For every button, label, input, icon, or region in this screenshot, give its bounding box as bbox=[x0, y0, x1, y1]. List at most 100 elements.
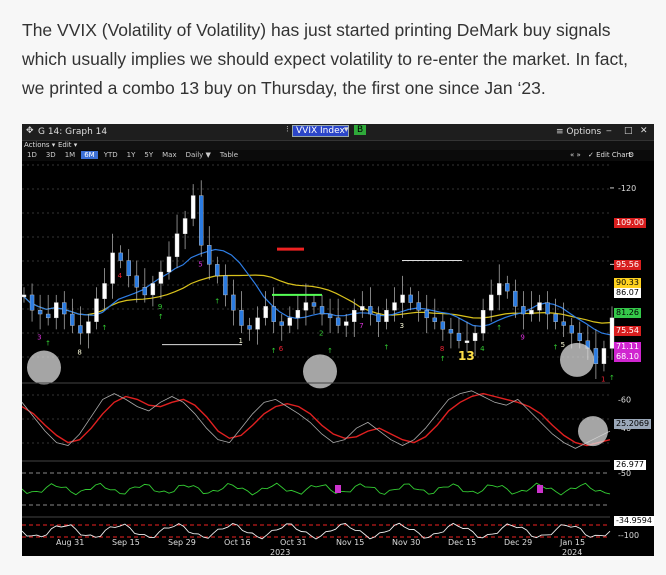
candle-body-59 bbox=[497, 283, 502, 296]
x-axis-label-4: Oct 31 bbox=[280, 538, 307, 547]
actions-menu[interactable]: Actions ▾ bbox=[24, 141, 56, 149]
candle-body-32 bbox=[279, 321, 284, 326]
candle-body-58 bbox=[488, 294, 494, 311]
ticker-field[interactable]: VVIX Index bbox=[292, 125, 349, 137]
price-badge-0: 109.00 bbox=[614, 218, 646, 228]
bloomberg-chart-window: ✥ G 14: Graph 14 ⁝ VVIX Index ▾ B ≡ Opti… bbox=[22, 124, 654, 556]
nav-arrows[interactable]: « » bbox=[570, 151, 581, 159]
candle-body-8 bbox=[86, 321, 91, 334]
combo13-annotation: 13 bbox=[458, 349, 475, 363]
range-button-6[interactable]: 5Y bbox=[144, 151, 154, 159]
candle-body-60 bbox=[505, 283, 510, 292]
candle-body-48 bbox=[408, 294, 413, 303]
candle-body-19 bbox=[174, 233, 180, 257]
candle-body-0 bbox=[22, 294, 27, 298]
candle-body-65 bbox=[545, 302, 550, 315]
range-button-1[interactable]: 3D bbox=[45, 151, 56, 159]
x-axis-label-5: Nov 15 bbox=[336, 538, 364, 547]
price-badge-4: 81.26 bbox=[614, 308, 641, 318]
demark-count-32: 6 bbox=[279, 345, 284, 353]
demark-arrow-38: ↑ bbox=[327, 347, 333, 355]
osc2-marker bbox=[537, 485, 543, 493]
x-axis-label-7: Dec 15 bbox=[448, 538, 476, 547]
range-button-2[interactable]: 1M bbox=[64, 151, 76, 159]
highlight-circle-0 bbox=[27, 350, 61, 385]
demark-count-12: 4 bbox=[118, 272, 123, 280]
candle-body-2 bbox=[37, 310, 43, 315]
range-button-4[interactable]: YTD bbox=[103, 151, 118, 159]
demark-arrow-73: ↑ bbox=[609, 374, 615, 382]
osc3-line bbox=[22, 522, 611, 540]
candle-body-31 bbox=[271, 306, 276, 322]
candle-body-46 bbox=[392, 302, 397, 311]
price-badge-5: 75.54 bbox=[614, 326, 641, 336]
oscillator1-value-badge: 25.2069 bbox=[614, 419, 652, 429]
year-label-0: 2023 bbox=[270, 548, 290, 556]
y-tick-label-0: -120 bbox=[618, 184, 636, 193]
demark-count-52: 8 bbox=[440, 345, 444, 353]
edit-menu[interactable]: Edit ▾ bbox=[58, 141, 78, 149]
candle-body-15 bbox=[142, 287, 148, 296]
osc2-tick: -50 bbox=[618, 469, 631, 478]
demark-count-7: 8 bbox=[77, 349, 81, 357]
range-button-9[interactable]: Table bbox=[219, 151, 239, 159]
menu-bar: Actions ▾ Edit ▾ bbox=[22, 141, 654, 150]
range-button-7[interactable]: Max bbox=[162, 151, 177, 159]
candle-body-57 bbox=[480, 310, 486, 334]
options-menu[interactable]: ≡ Options bbox=[556, 127, 602, 137]
candle-body-72 bbox=[601, 348, 607, 364]
range-button-0[interactable]: 1D bbox=[27, 151, 37, 159]
price-badge-7: 68.10 bbox=[614, 352, 641, 362]
candle-body-16 bbox=[150, 283, 156, 296]
osc1-highlight-circle bbox=[578, 416, 608, 447]
candle-body-64 bbox=[537, 302, 542, 311]
osc3-tick: --100 bbox=[618, 531, 639, 540]
chart-settings-icon[interactable]: ⚙ bbox=[628, 151, 635, 159]
ticker-prefix-icon: ⁝ bbox=[286, 125, 289, 135]
window-title: G 14: Graph 14 bbox=[38, 127, 108, 137]
candle-body-12 bbox=[118, 252, 123, 261]
minimize-icon[interactable]: ‒ bbox=[606, 126, 612, 136]
candle-body-37 bbox=[319, 306, 325, 315]
x-axis-label-1: Sep 15 bbox=[112, 538, 140, 547]
osc1-series-1 bbox=[22, 390, 611, 449]
price-badge-2: 90.33 bbox=[614, 278, 641, 288]
ticker-go-button[interactable]: B bbox=[354, 125, 367, 135]
candle-body-21 bbox=[190, 195, 196, 219]
candle-body-44 bbox=[376, 313, 381, 322]
highlight-circle-2 bbox=[560, 342, 594, 377]
candle-body-49 bbox=[416, 302, 421, 311]
candle-body-54 bbox=[456, 332, 462, 341]
price-badge-6: 71.11 bbox=[614, 342, 641, 352]
maximize-icon[interactable]: □ bbox=[624, 126, 633, 136]
candle-body-33 bbox=[287, 317, 293, 326]
candle-body-63 bbox=[529, 310, 534, 315]
demark-count-27: 1 bbox=[238, 337, 242, 345]
chart-area: -120-1003↑8↑49↑5↑1↑62↑7↑38↑4↑9↑51↑13Aug … bbox=[22, 161, 654, 556]
range-button-8[interactable]: Daily ▼ bbox=[185, 151, 211, 159]
range-button-3[interactable]: 6M bbox=[81, 151, 98, 159]
demark-count-37: 2 bbox=[319, 330, 323, 338]
candle-body-20 bbox=[182, 218, 188, 234]
candle-body-23 bbox=[207, 245, 212, 265]
candle-body-71 bbox=[593, 348, 599, 364]
range-buttons: 1D 3D 1M 6M YTD 1Y 5Y Max Daily ▼ Table bbox=[24, 151, 244, 159]
range-button-5[interactable]: 1Y bbox=[126, 151, 136, 159]
candle-body-51 bbox=[432, 317, 437, 322]
close-icon[interactable]: ✕ bbox=[640, 126, 648, 136]
demark-arrow-24: ↑ bbox=[214, 297, 220, 305]
osc1-tick-0: -60 bbox=[618, 395, 631, 404]
x-axis-label-3: Oct 16 bbox=[224, 538, 251, 547]
demark-arrow-10: ↑ bbox=[102, 324, 108, 332]
move-icon[interactable]: ✥ bbox=[26, 126, 34, 136]
candle-body-45 bbox=[384, 310, 389, 322]
candle-body-66 bbox=[553, 313, 558, 322]
candle-body-26 bbox=[231, 294, 236, 311]
candle-body-4 bbox=[54, 302, 59, 319]
candle-body-14 bbox=[134, 275, 139, 288]
candle-body-53 bbox=[448, 329, 454, 334]
ticker-dropdown-icon[interactable]: ▾ bbox=[344, 125, 349, 135]
demark-arrow-45: ↑ bbox=[383, 343, 389, 351]
edit-chart-button[interactable]: ✓ Edit Chart bbox=[588, 151, 632, 159]
candle-body-18 bbox=[166, 256, 172, 273]
